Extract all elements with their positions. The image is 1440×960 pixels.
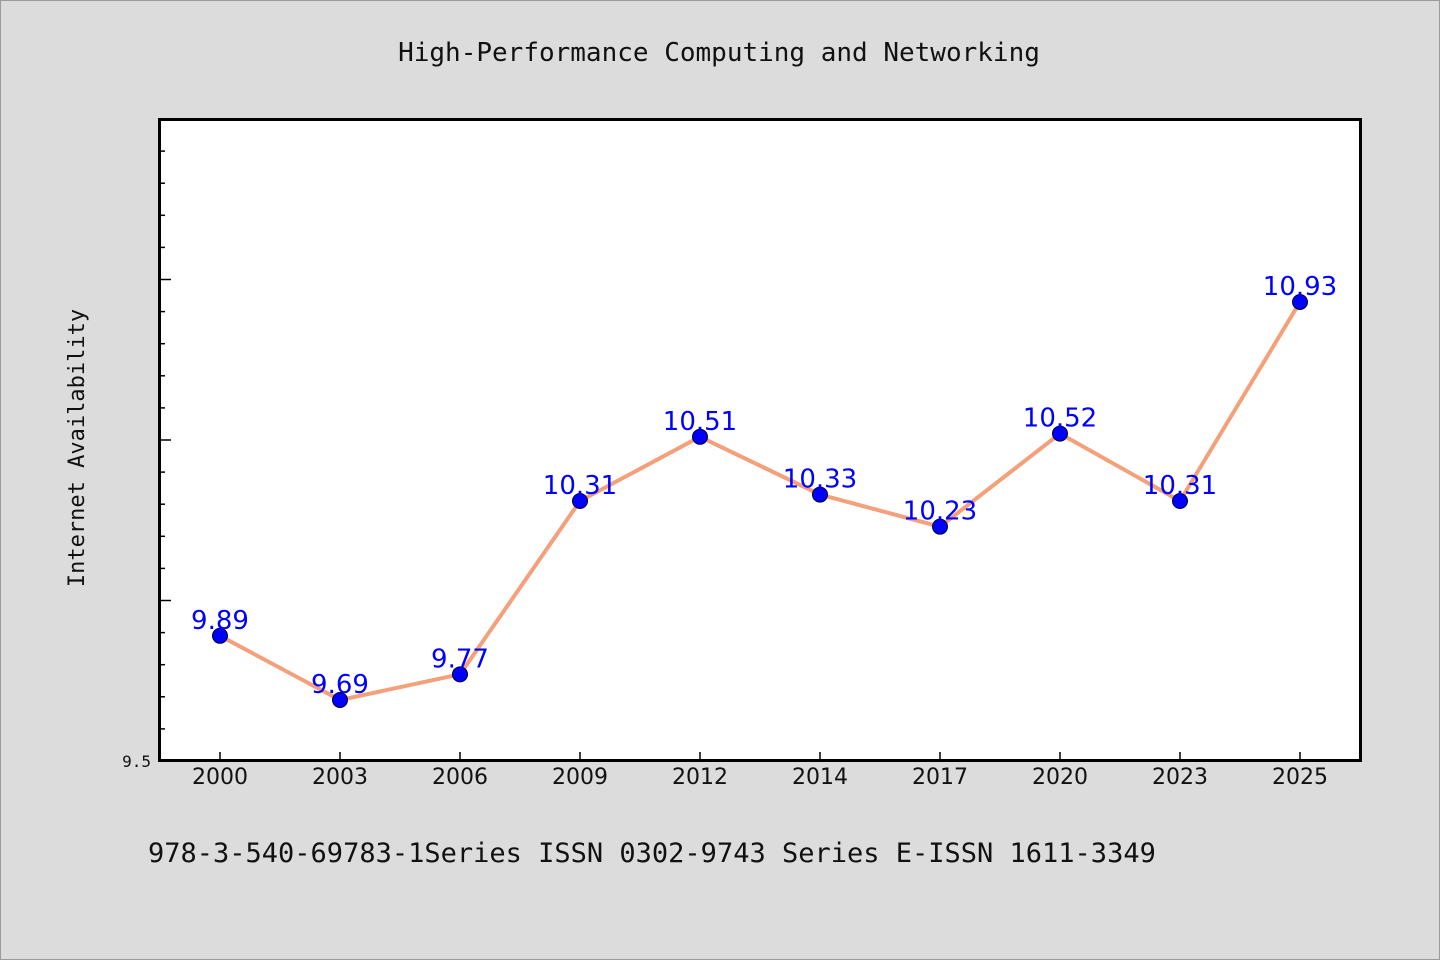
data-point-marker [1292, 293, 1308, 310]
y-axis-ticks: 9.5 [122, 118, 171, 771]
data-point-marker [212, 627, 228, 644]
data-label: 10.23 [903, 497, 977, 527]
data-label: 10.33 [783, 465, 857, 495]
data-label: 9.89 [191, 606, 249, 636]
data-point-marker [932, 518, 948, 535]
y-axis-label: Internet Availability [65, 309, 90, 587]
x-tick-label: 2003 [312, 765, 368, 790]
series-line [218, 299, 1302, 703]
data-point-marker [332, 692, 348, 709]
footer-isbn-text: 978-3-540-69783-1Series ISSN 0302-9743 S… [148, 838, 1156, 869]
x-tick-label: 2014 [792, 765, 848, 790]
data-label: 10.31 [1143, 471, 1217, 501]
data-point-marker [692, 428, 708, 445]
plot-area [158, 118, 1362, 762]
data-point-marker [1172, 492, 1188, 509]
data-label: 10.52 [1023, 404, 1097, 434]
x-tick-label: 2012 [672, 765, 728, 790]
data-point-marker [572, 492, 588, 509]
data-label: 10.31 [543, 471, 617, 501]
data-point-marker [1052, 425, 1068, 442]
data-label: 10.93 [1263, 272, 1337, 302]
data-label: 9.77 [431, 644, 489, 674]
x-axis-ticks: 2000 2003 2006 2009 2012 2014 2017 2020 2023 2025 [192, 752, 1328, 790]
x-tick-label: 2020 [1032, 765, 1088, 790]
data-label: 9.69 [311, 670, 369, 700]
data-point-marker [452, 666, 468, 683]
y-tick-label: 9.5 [122, 752, 151, 771]
chart-title: High-Performance Computing and Networkin… [398, 38, 1040, 68]
x-tick-label: 2025 [1272, 765, 1328, 790]
x-tick-label: 2023 [1152, 765, 1208, 790]
data-label: 10.51 [663, 407, 737, 437]
x-tick-label: 2000 [192, 765, 248, 790]
series-group: 9.89 9.69 9.77 10.31 10.51 10.33 10.23 10.52 10.… [191, 272, 1337, 709]
x-tick-label: 2006 [432, 765, 488, 790]
x-tick-label: 2009 [552, 765, 608, 790]
data-point-marker [812, 486, 828, 503]
x-tick-label: 2017 [912, 765, 968, 790]
